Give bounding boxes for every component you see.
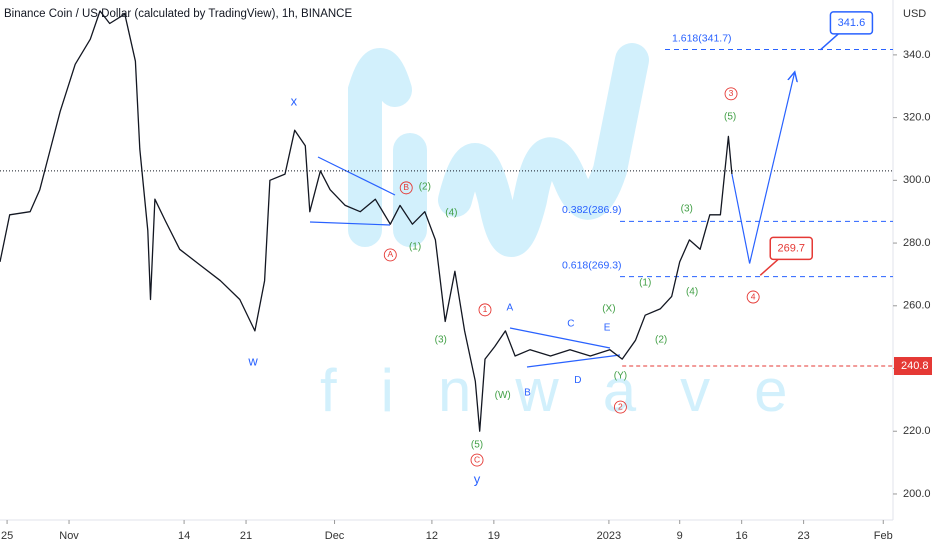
wave-label: B [403, 182, 409, 192]
wave-label: y [474, 472, 481, 487]
callout-label: 269.7 [777, 242, 805, 254]
x-tick-label: Dec [325, 530, 345, 542]
axis-unit: USD [903, 8, 926, 20]
wave-circle [746, 290, 760, 304]
x-tick-label: 12 [426, 530, 438, 542]
wave-label: x [291, 93, 298, 108]
wave-label: A [506, 303, 513, 314]
wave-label: (2) [655, 335, 667, 346]
y-tick-label: 260.0 [903, 300, 931, 312]
wave-label: (3) [435, 335, 447, 346]
x-tick-label: 19 [488, 530, 500, 542]
wave-label: (W) [495, 390, 511, 401]
y-tick-label: 340.0 [903, 49, 931, 61]
callout-pointer [819, 33, 839, 51]
wave-circle [478, 303, 492, 317]
price-line-series [0, 10, 733, 432]
chart-title: Binance Coin / US Dollar (calculated by … [4, 8, 352, 20]
x-tick-label: 21 [240, 530, 252, 542]
logo [348, 43, 649, 257]
wave-label: D [574, 375, 581, 386]
y-tick-label: 320.0 [903, 112, 931, 124]
wave-label: (4) [686, 287, 698, 298]
wave-label: (Y) [614, 371, 627, 382]
wave-circle [399, 181, 413, 195]
wave-circle [470, 453, 484, 467]
callout-pointer [759, 258, 779, 276]
wave-label: (5) [724, 112, 736, 123]
x-tick-label: 9 [677, 530, 683, 542]
wave-label: 2 [618, 401, 623, 411]
fib-level-label: 1.618(341.7) [672, 32, 732, 44]
callout-box [769, 236, 813, 261]
price-tag [894, 357, 932, 376]
wave-label: B [524, 388, 531, 399]
watermark: finwave [320, 357, 831, 424]
callout-label: 341.6 [838, 17, 866, 29]
wave-label: (5) [471, 440, 483, 451]
fib-level-label: 0.618(269.3) [562, 259, 622, 271]
wave-label: (3) [681, 204, 693, 215]
callout-box [829, 11, 874, 35]
wave-label: C [567, 319, 574, 330]
x-tick-label: Feb [874, 530, 893, 542]
y-tick-label: 220.0 [903, 425, 931, 437]
price-tag-label: 240.8 [901, 360, 929, 372]
wave-circle [724, 87, 738, 101]
wave-label: (2) [419, 182, 431, 193]
x-tick-label: 25 [1, 530, 13, 542]
wave-label: w [247, 353, 258, 368]
wave-label: (1) [409, 241, 421, 252]
wave-label: A [387, 249, 393, 259]
triangles [309, 156, 621, 368]
wave-label: (4) [445, 208, 457, 219]
wave-label: E [604, 323, 611, 334]
x-tick-label: 14 [178, 530, 190, 542]
projection [731, 72, 795, 264]
wave-label: 1 [483, 304, 488, 314]
y-tick-label: 280.0 [903, 237, 931, 249]
x-tick-label: 2023 [597, 530, 621, 542]
y-tick-label: 300.0 [903, 174, 931, 186]
fib-level-label: 0.382(286.9) [562, 204, 622, 216]
wave-circle [613, 400, 627, 414]
y-tick-label: 200.0 [903, 488, 931, 500]
x-tick-label: 23 [797, 530, 809, 542]
wave-circle [383, 248, 397, 262]
wave-label: (X) [602, 304, 615, 315]
x-tick-label: Nov [59, 530, 79, 542]
wave-label: 4 [751, 291, 756, 301]
wave-label: C [474, 454, 480, 464]
wave-label: 3 [729, 88, 734, 98]
x-tick-label: 16 [736, 530, 748, 542]
wave-label: (1) [639, 278, 651, 289]
